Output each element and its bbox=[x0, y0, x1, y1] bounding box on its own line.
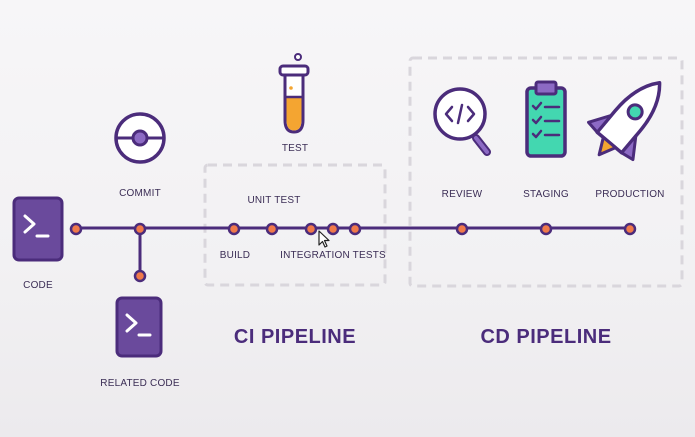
node-build bbox=[227, 222, 241, 236]
label-related-code: RELATED CODE bbox=[100, 378, 180, 389]
node-integration-2 bbox=[326, 222, 340, 236]
ci-pipeline-title: CI PIPELINE bbox=[233, 326, 357, 348]
terminal-icon bbox=[12, 196, 64, 262]
node-code bbox=[69, 222, 83, 236]
node-production bbox=[623, 222, 637, 236]
cd-pipeline-title: CD PIPELINE bbox=[480, 326, 612, 348]
node-review bbox=[455, 222, 469, 236]
label-commit: COMMIT bbox=[119, 188, 161, 199]
label-staging: STAGING bbox=[523, 189, 569, 200]
node-integration-3 bbox=[348, 222, 362, 236]
test-tube-icon bbox=[278, 53, 310, 134]
label-code: CODE bbox=[23, 280, 53, 291]
node-related-code bbox=[133, 269, 147, 283]
node-integration-1 bbox=[304, 222, 318, 236]
ci-box bbox=[203, 163, 387, 287]
cd-box bbox=[408, 56, 684, 288]
node-unit-test bbox=[265, 222, 279, 236]
node-staging bbox=[539, 222, 553, 236]
mouse-cursor-icon bbox=[318, 230, 330, 248]
label-unit-test: UNIT TEST bbox=[247, 195, 301, 206]
label-integration-tests: INTEGRATION TESTS bbox=[280, 250, 386, 261]
code-review-icon bbox=[433, 87, 491, 156]
label-test: TEST bbox=[281, 143, 309, 154]
label-build: BUILD bbox=[219, 250, 251, 261]
rocket-icon bbox=[587, 81, 662, 162]
node-commit bbox=[133, 222, 147, 236]
label-production: PRODUCTION bbox=[595, 189, 665, 200]
label-review: REVIEW bbox=[441, 189, 483, 200]
related-code-terminal-icon bbox=[115, 296, 163, 358]
commit-icon bbox=[114, 112, 166, 164]
clipboard-checklist-icon bbox=[525, 80, 567, 158]
